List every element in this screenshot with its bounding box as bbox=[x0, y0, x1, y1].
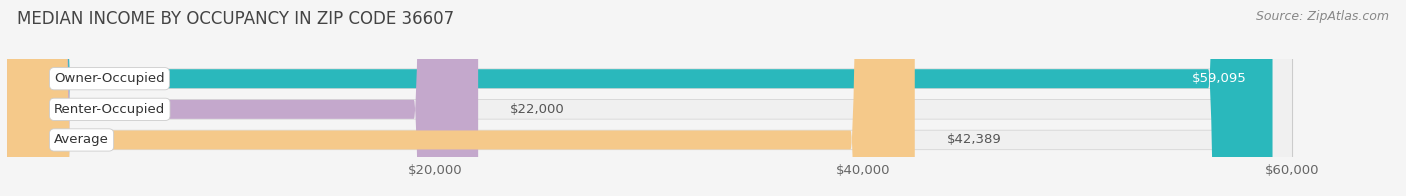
FancyBboxPatch shape bbox=[7, 0, 1292, 196]
Text: $22,000: $22,000 bbox=[510, 103, 565, 116]
Text: MEDIAN INCOME BY OCCUPANCY IN ZIP CODE 36607: MEDIAN INCOME BY OCCUPANCY IN ZIP CODE 3… bbox=[17, 10, 454, 28]
Text: Average: Average bbox=[55, 133, 110, 146]
Text: Owner-Occupied: Owner-Occupied bbox=[55, 72, 165, 85]
Text: Renter-Occupied: Renter-Occupied bbox=[55, 103, 166, 116]
FancyBboxPatch shape bbox=[7, 0, 1292, 196]
FancyBboxPatch shape bbox=[7, 0, 1292, 196]
Text: Source: ZipAtlas.com: Source: ZipAtlas.com bbox=[1256, 10, 1389, 23]
FancyBboxPatch shape bbox=[7, 0, 478, 196]
FancyBboxPatch shape bbox=[7, 0, 915, 196]
Text: $59,095: $59,095 bbox=[1192, 72, 1247, 85]
FancyBboxPatch shape bbox=[7, 0, 1292, 196]
Text: $42,389: $42,389 bbox=[946, 133, 1001, 146]
FancyBboxPatch shape bbox=[7, 0, 1272, 196]
FancyBboxPatch shape bbox=[7, 0, 1292, 196]
FancyBboxPatch shape bbox=[7, 0, 1292, 196]
